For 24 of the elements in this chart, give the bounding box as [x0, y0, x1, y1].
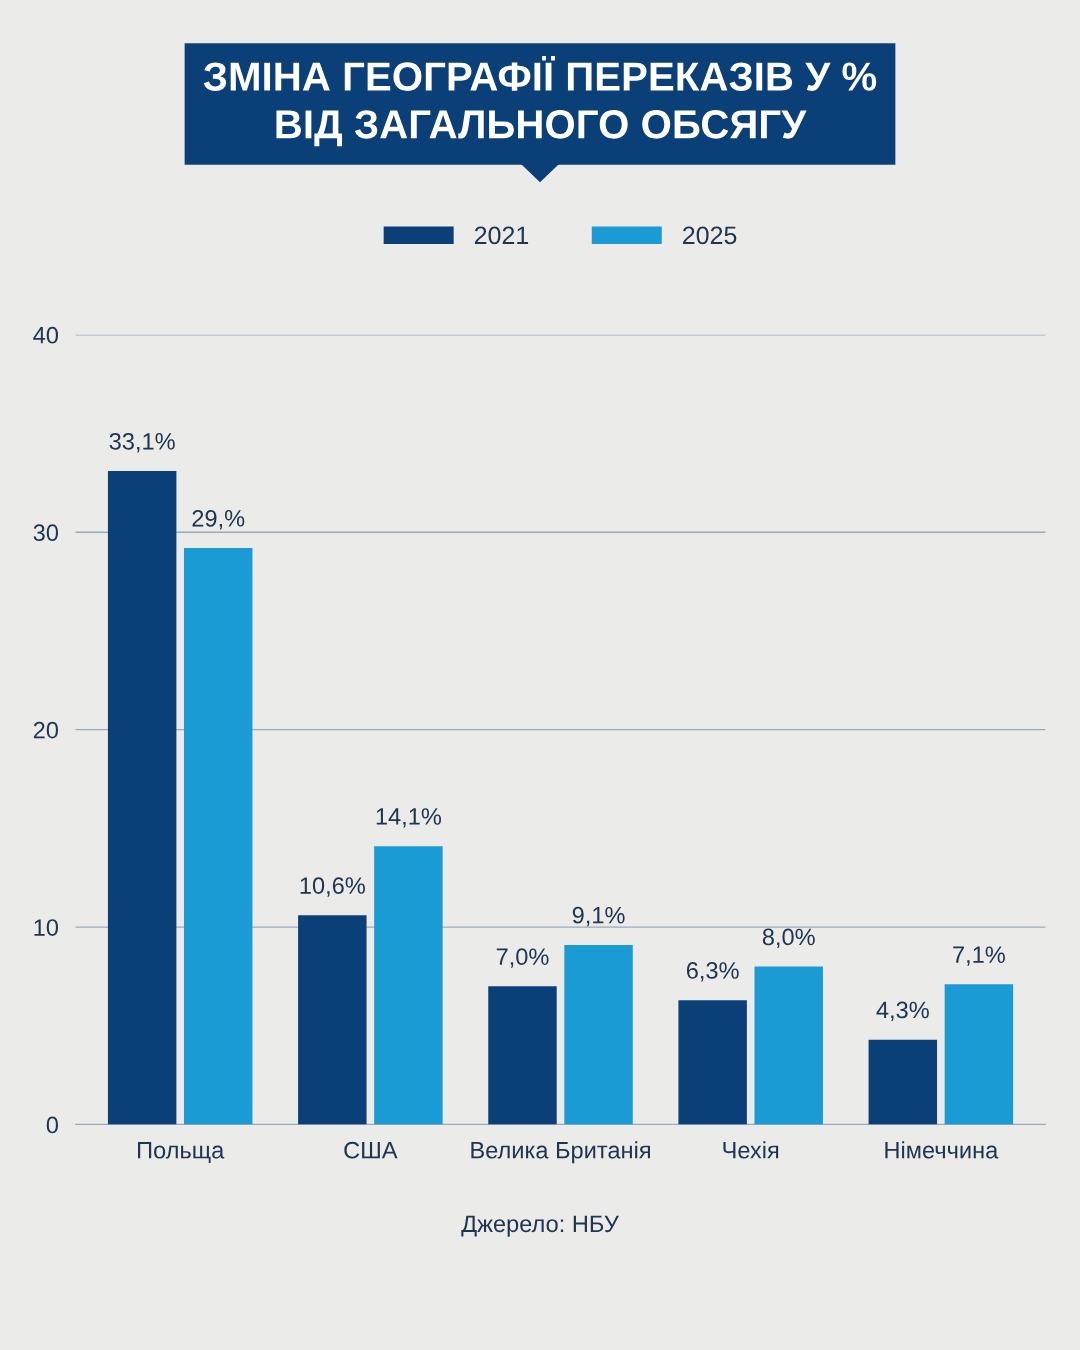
- x-tick-label: Німеччина: [885, 1141, 999, 1159]
- data-label: 29,%: [192, 509, 245, 530]
- data-label: 4,3%: [876, 1001, 929, 1022]
- data-label: 6,3%: [686, 962, 739, 982]
- data-label: 7,0%: [496, 948, 549, 968]
- x-tick-label: США: [344, 1141, 398, 1159]
- text: Джерело: НБУ: [461, 1215, 619, 1237]
- y-tick-label: 20: [33, 721, 59, 739]
- x-tick-label: Польща: [138, 1142, 225, 1164]
- y-tick-label: 40: [33, 326, 59, 344]
- y-tick-label: 10: [34, 919, 59, 936]
- data-label: 7,1%: [953, 946, 1005, 966]
- y-tick-label: 30: [33, 524, 59, 542]
- data-label: 8,0%: [762, 928, 815, 949]
- legend-label: 2025: [683, 226, 737, 245]
- data-label: 14,1%: [376, 808, 442, 828]
- chart-title: ЗМІНА ГЕОГРАФІЇ ПЕРЕКАЗІВ У % ВІД ЗАГАЛЬНОГО ОБСЯГУ: [203, 56, 877, 147]
- x-tick-label: Велика Британія: [471, 1141, 650, 1164]
- legend-label: 2021: [474, 226, 529, 245]
- y-tick-label: 0: [46, 1116, 59, 1134]
- x-tick-label: Чехія: [723, 1141, 779, 1159]
- data-label: 9,1%: [572, 906, 625, 927]
- data-label: 33,1%: [109, 432, 175, 453]
- data-label: 10,6%: [300, 877, 365, 897]
